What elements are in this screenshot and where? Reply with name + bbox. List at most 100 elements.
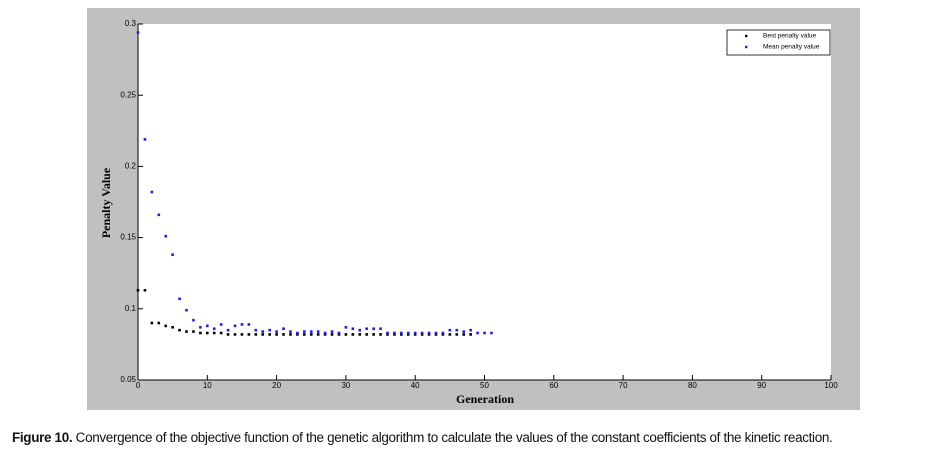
point bbox=[282, 333, 285, 336]
point bbox=[136, 288, 140, 292]
point bbox=[393, 331, 396, 335]
point bbox=[178, 328, 181, 332]
point bbox=[309, 333, 313, 336]
caption-text: Convergence of the objective function of… bbox=[72, 430, 833, 445]
legend-box bbox=[726, 29, 831, 56]
point bbox=[309, 330, 313, 333]
legend-marker bbox=[745, 45, 748, 49]
legend-label: Mean penalty value bbox=[763, 44, 820, 51]
point bbox=[233, 333, 237, 336]
point bbox=[247, 333, 251, 336]
caption-label: Figure 10. bbox=[12, 430, 73, 445]
point bbox=[379, 333, 382, 336]
point bbox=[337, 331, 341, 335]
x-tick-label: 70 bbox=[619, 381, 628, 390]
point bbox=[136, 31, 140, 34]
x-tick-label: 90 bbox=[757, 381, 766, 390]
x-axis-label: Generation bbox=[456, 392, 514, 406]
point bbox=[379, 327, 382, 331]
point bbox=[212, 331, 216, 335]
point bbox=[275, 330, 278, 333]
x-tick-label: 30 bbox=[341, 381, 350, 390]
point bbox=[296, 333, 299, 336]
point bbox=[261, 333, 265, 336]
point bbox=[178, 297, 181, 301]
y-tick-label: 0.2 bbox=[125, 162, 137, 171]
y-tick-label: 0.25 bbox=[120, 90, 136, 99]
point bbox=[351, 333, 355, 336]
point bbox=[247, 323, 251, 326]
point bbox=[171, 326, 174, 329]
y-tick-label: 0.15 bbox=[120, 233, 136, 242]
point bbox=[157, 213, 161, 217]
point bbox=[330, 330, 334, 333]
point bbox=[268, 328, 271, 332]
point bbox=[171, 253, 174, 256]
point bbox=[226, 333, 230, 336]
point bbox=[233, 324, 237, 328]
plot-area bbox=[138, 24, 831, 380]
point bbox=[323, 331, 327, 335]
point bbox=[365, 327, 368, 331]
point bbox=[413, 333, 417, 336]
x-tick-label: 40 bbox=[411, 381, 420, 390]
point bbox=[143, 288, 147, 292]
point bbox=[150, 190, 154, 194]
point bbox=[365, 333, 368, 336]
legend-label: Best penalty value bbox=[763, 33, 817, 40]
chart: Generation Penalty Value 0.05 0.1 0.15 0.2 0… bbox=[87, 8, 860, 410]
point bbox=[289, 330, 292, 333]
point bbox=[469, 333, 472, 336]
x-tick-label: 10 bbox=[203, 381, 212, 390]
x-tick-label: 100 bbox=[824, 381, 838, 390]
point bbox=[164, 234, 168, 238]
point bbox=[400, 333, 403, 336]
point bbox=[150, 321, 154, 325]
point bbox=[316, 333, 320, 336]
point bbox=[413, 331, 417, 335]
point bbox=[490, 331, 493, 335]
point bbox=[476, 331, 479, 335]
point bbox=[330, 333, 334, 336]
point bbox=[303, 330, 306, 333]
point bbox=[441, 333, 445, 336]
legend-marker bbox=[745, 34, 748, 38]
point bbox=[469, 328, 472, 332]
y-tick-label: 0.3 bbox=[125, 19, 137, 28]
point bbox=[448, 328, 452, 332]
x-tick-label: 0 bbox=[136, 381, 141, 390]
y-tick-label: 0.05 bbox=[120, 375, 136, 384]
point bbox=[219, 331, 223, 335]
point bbox=[254, 328, 258, 332]
point bbox=[434, 331, 438, 335]
point bbox=[206, 331, 209, 335]
point bbox=[358, 328, 362, 332]
point bbox=[199, 331, 202, 335]
caption: Figure 10. Convergence of the objective … bbox=[12, 430, 833, 445]
point bbox=[372, 327, 375, 331]
point bbox=[455, 333, 459, 336]
point bbox=[462, 330, 466, 333]
point bbox=[393, 333, 396, 336]
x-tick-label: 20 bbox=[272, 381, 281, 390]
point bbox=[420, 333, 424, 336]
point bbox=[420, 331, 424, 335]
point bbox=[344, 333, 348, 336]
point bbox=[427, 333, 431, 336]
point bbox=[441, 331, 445, 335]
point bbox=[199, 326, 202, 329]
x-tick-label: 50 bbox=[480, 381, 489, 390]
y-axis-label: Penalty Value bbox=[99, 167, 113, 238]
point bbox=[337, 333, 341, 336]
point bbox=[406, 333, 410, 336]
point bbox=[157, 321, 161, 325]
point bbox=[406, 331, 410, 335]
point bbox=[386, 333, 389, 336]
point bbox=[483, 331, 486, 335]
point bbox=[462, 333, 466, 336]
point bbox=[358, 333, 362, 336]
y-tick-label: 0.1 bbox=[125, 304, 137, 313]
x-tick-label: 80 bbox=[688, 381, 697, 390]
point bbox=[427, 331, 431, 335]
